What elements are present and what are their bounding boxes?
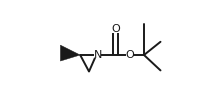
Text: O: O <box>125 50 134 60</box>
Text: O: O <box>111 24 120 34</box>
Polygon shape <box>60 45 80 61</box>
Text: N: N <box>94 50 102 60</box>
